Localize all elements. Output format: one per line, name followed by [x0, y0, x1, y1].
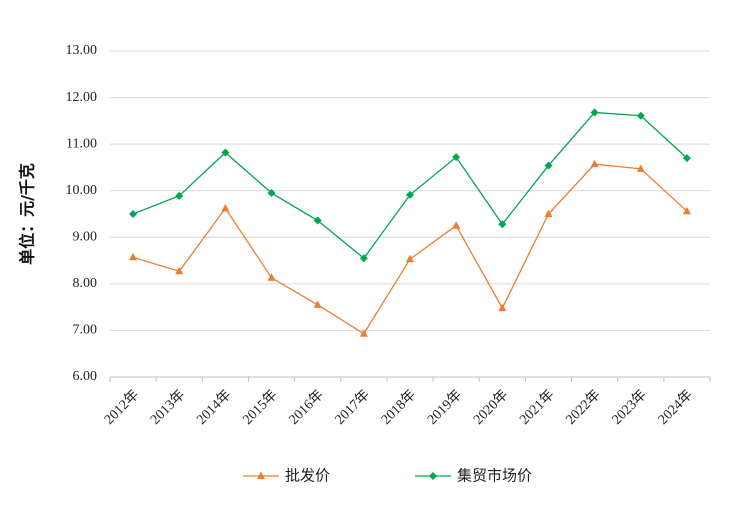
series-triangle: [129, 159, 691, 337]
data-point: [636, 164, 645, 172]
data-point: [221, 203, 230, 212]
data-point: [129, 210, 138, 218]
data-point: [221, 148, 230, 157]
x-tick-label: 2018年: [378, 387, 419, 428]
y-tick-label: 12.00: [66, 90, 98, 105]
x-tick-label: 2013年: [147, 387, 188, 428]
y-tick-label: 10.00: [66, 183, 98, 198]
y-tick-label: 13.00: [66, 43, 98, 58]
gridlines: [110, 50, 710, 378]
series-line: [132, 111, 688, 260]
data-point: [129, 252, 138, 261]
data-point: [544, 209, 553, 217]
data-point: [544, 161, 553, 170]
series-layer: [129, 108, 691, 337]
data-point: [267, 189, 276, 198]
data-point: [452, 153, 461, 162]
data-point: [682, 154, 691, 163]
legend-label: 集贸市场价: [457, 467, 532, 485]
x-tick-label: 2024年: [655, 387, 696, 428]
y-tick-label: 11.00: [66, 136, 97, 151]
data-point: [313, 300, 322, 308]
data-point: [175, 191, 184, 200]
legend-item: 集贸市场价: [415, 467, 532, 485]
data-point: [636, 111, 645, 120]
legend-label: 批发价: [285, 467, 330, 485]
x-axis-ticks: 2012年 2013年 2014年 2015年 2016年 2017年 2018年 2019年…: [101, 377, 711, 428]
x-tick-label: 2022年: [563, 387, 604, 428]
y-axis-ticks: 6.00 7.00 8.00 9.00 10.00 11.00 12.00 13.00: [66, 43, 98, 384]
data-point: [359, 254, 368, 263]
legend: 批发价 集贸市场价: [243, 467, 532, 485]
y-tick-label: 7.00: [73, 323, 98, 338]
data-point: [257, 471, 265, 479]
x-tick-label: 2012年: [101, 387, 142, 428]
data-point: [175, 266, 184, 275]
data-point: [498, 303, 507, 312]
x-tick-label: 2020年: [470, 387, 511, 428]
data-point: [406, 190, 414, 199]
x-tick-label: 2015年: [240, 387, 281, 428]
data-point: [359, 329, 368, 337]
data-point: [429, 472, 437, 480]
data-point: [590, 108, 599, 117]
data-point: [452, 221, 461, 229]
data-point: [590, 159, 599, 168]
data-point: [313, 216, 322, 225]
data-point: [406, 254, 414, 263]
data-point: [682, 206, 691, 215]
y-tick-label: 6.00: [73, 369, 98, 384]
y-tick-label: 8.00: [73, 276, 98, 291]
data-point: [267, 273, 276, 281]
series-line: [132, 163, 688, 335]
x-tick-label: 2019年: [424, 387, 465, 428]
x-tick-label: 2017年: [332, 387, 373, 428]
x-tick-label: 2016年: [286, 387, 327, 428]
y-tick-label: 9.00: [73, 230, 98, 245]
data-point: [498, 220, 507, 229]
y-axis-label: 单位：元/千克: [18, 163, 37, 265]
x-tick-label: 2023年: [609, 387, 650, 428]
x-tick-label: 2021年: [517, 387, 558, 428]
series-diamond: [129, 108, 691, 263]
x-tick-label: 2014年: [193, 387, 234, 428]
legend-item: 批发价: [243, 467, 330, 485]
